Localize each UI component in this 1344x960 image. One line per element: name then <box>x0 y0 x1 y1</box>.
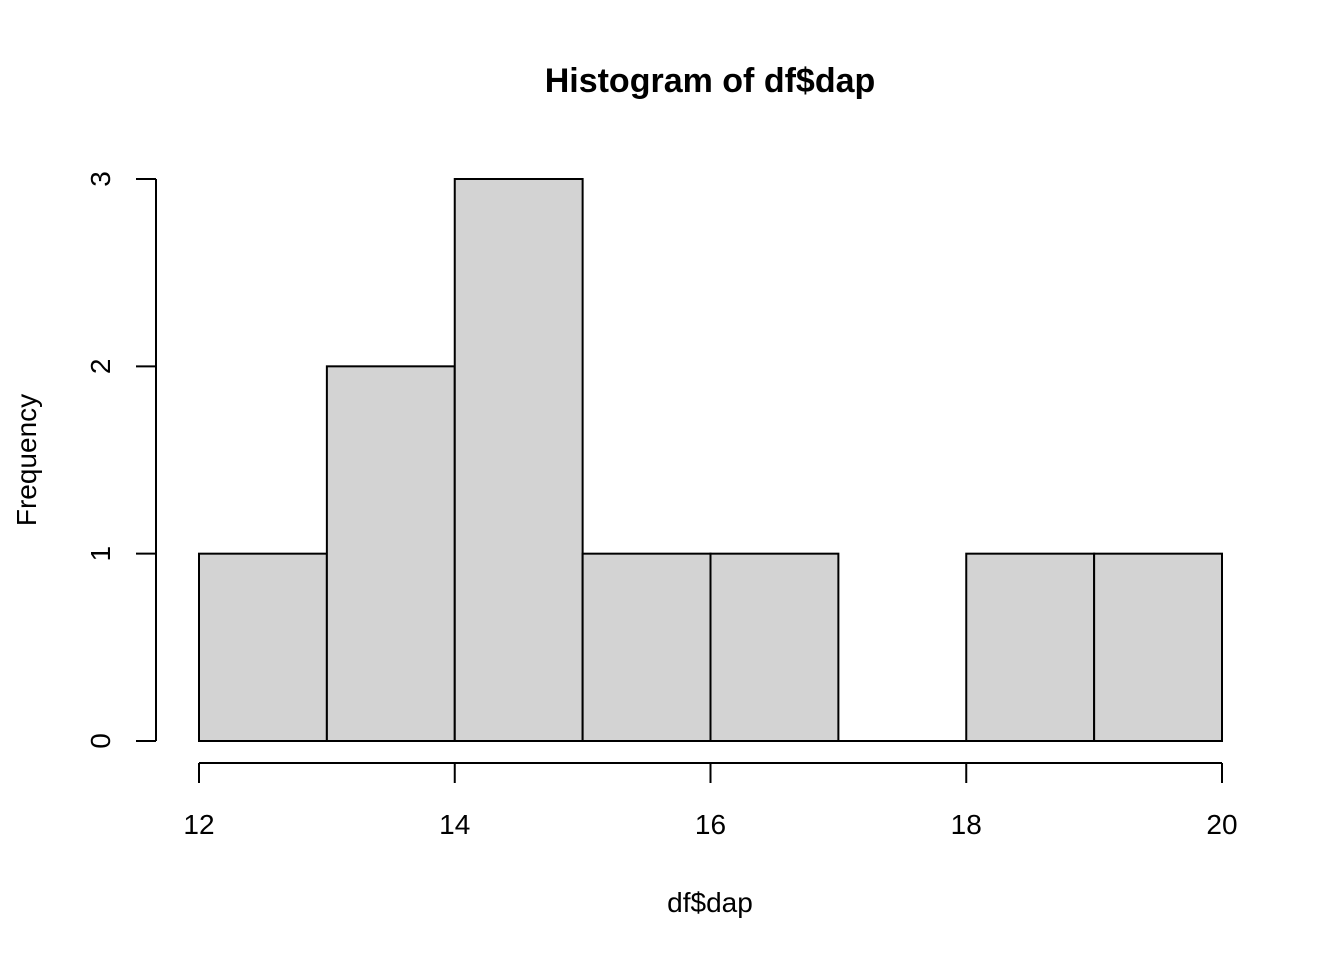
y-axis-label: Frequency <box>11 394 42 526</box>
histogram-bar <box>325 365 456 742</box>
y-tick-label: 1 <box>85 546 116 562</box>
histogram-bar <box>198 552 328 743</box>
histogram-bar <box>1093 552 1223 743</box>
histogram-bar <box>453 178 584 742</box>
x-tick-label: 18 <box>951 809 982 840</box>
histogram-bar <box>965 552 1096 743</box>
histogram-bar <box>581 552 712 743</box>
y-axis: 0 1 2 3 <box>85 171 157 749</box>
x-axis-label: df$dap <box>667 887 753 918</box>
bars-group <box>198 178 1223 743</box>
y-tick-label: 3 <box>85 171 116 187</box>
y-tick-label: 0 <box>85 733 116 749</box>
y-tick-label: 2 <box>85 359 116 375</box>
x-tick-label: 12 <box>183 809 214 840</box>
x-tick-label: 16 <box>695 809 726 840</box>
x-axis: 12 14 16 18 20 <box>183 762 1238 840</box>
x-tick-label: 20 <box>1206 809 1237 840</box>
histogram-bar <box>709 552 840 743</box>
chart-title: Histogram of df$dap <box>545 62 876 100</box>
x-tick-label: 14 <box>439 809 470 840</box>
